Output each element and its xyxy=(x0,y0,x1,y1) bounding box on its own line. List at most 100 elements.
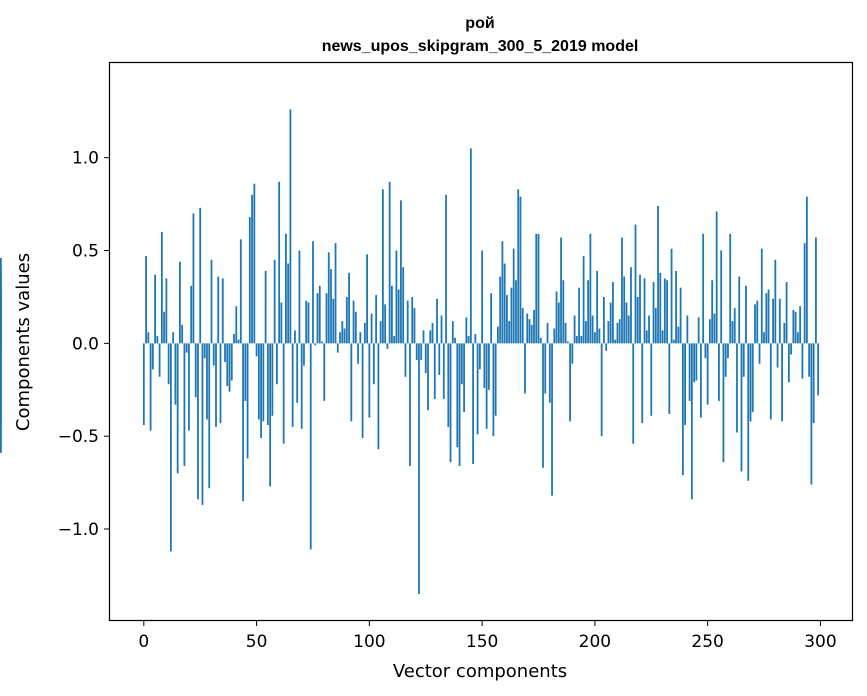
bar xyxy=(219,343,222,424)
bar xyxy=(763,332,765,344)
bar xyxy=(354,311,357,344)
bar xyxy=(185,343,188,353)
bar xyxy=(406,300,409,344)
bar xyxy=(711,280,714,344)
bar xyxy=(605,343,608,351)
bar xyxy=(325,293,328,344)
x-axis-label: Vector components xyxy=(393,661,567,682)
bar xyxy=(285,233,287,344)
bar xyxy=(776,343,779,368)
bar xyxy=(677,326,680,344)
bar xyxy=(767,289,770,344)
bar xyxy=(544,343,547,394)
bar xyxy=(242,343,244,502)
bar xyxy=(506,295,508,344)
bar xyxy=(203,343,206,359)
bar xyxy=(557,302,560,344)
bar xyxy=(548,343,551,403)
bar xyxy=(478,343,481,370)
bar xyxy=(693,343,696,383)
bar xyxy=(634,224,637,344)
bar xyxy=(528,319,531,344)
bar xyxy=(582,256,585,344)
bar xyxy=(740,343,743,472)
bar xyxy=(366,254,368,344)
bar xyxy=(560,237,562,344)
y-tick-label: −0.5 xyxy=(58,427,99,447)
bar xyxy=(167,343,170,385)
bar xyxy=(533,309,535,344)
bar xyxy=(535,233,538,344)
bar xyxy=(411,296,414,344)
bar xyxy=(282,343,285,444)
bar xyxy=(253,183,256,344)
bar xyxy=(445,194,447,344)
bar xyxy=(0,257,2,344)
bar xyxy=(298,250,301,344)
bar xyxy=(413,308,416,344)
bar xyxy=(472,343,474,465)
bar xyxy=(440,315,443,344)
bar xyxy=(670,248,673,344)
bar xyxy=(422,330,425,344)
bar xyxy=(492,343,495,437)
bar xyxy=(815,237,817,344)
bar xyxy=(679,287,682,344)
bar xyxy=(747,343,750,481)
bar xyxy=(449,343,452,463)
bar xyxy=(648,315,650,344)
bar xyxy=(774,259,777,344)
bar xyxy=(467,335,470,344)
bar xyxy=(145,256,147,344)
bar xyxy=(758,343,761,364)
bar xyxy=(501,241,504,344)
x-axis: 0 50 100 150 200 250 300 xyxy=(138,620,837,652)
bar xyxy=(792,309,795,344)
bar xyxy=(458,343,461,466)
bar xyxy=(699,343,702,418)
bar xyxy=(255,343,258,357)
bar xyxy=(271,343,274,416)
bar xyxy=(745,285,747,344)
bar xyxy=(357,343,359,364)
bar xyxy=(555,291,558,344)
bar xyxy=(228,343,231,392)
bar xyxy=(787,343,790,383)
x-tick-label: 0 xyxy=(138,632,149,652)
bar xyxy=(188,343,190,431)
bar xyxy=(733,308,736,344)
bar xyxy=(487,343,490,390)
bar xyxy=(636,296,639,344)
bar xyxy=(469,148,472,344)
bar xyxy=(695,343,698,381)
bar xyxy=(391,285,393,344)
bar xyxy=(221,278,224,344)
bar xyxy=(801,343,804,379)
bar xyxy=(794,311,797,344)
x-tick-label: 200 xyxy=(579,632,611,652)
bar xyxy=(424,343,427,374)
bar xyxy=(460,343,463,385)
y-tick-label: −1.0 xyxy=(58,520,99,540)
bar xyxy=(447,343,450,427)
bar xyxy=(381,189,384,344)
bar xyxy=(210,259,213,344)
bar xyxy=(643,278,646,344)
bar xyxy=(305,300,308,344)
bar xyxy=(431,322,434,344)
bar xyxy=(530,324,533,344)
y-tick-label: 0.0 xyxy=(72,334,99,354)
bar xyxy=(215,343,217,427)
bar xyxy=(603,296,605,344)
bar xyxy=(702,233,705,344)
bar xyxy=(587,280,590,344)
bar xyxy=(386,343,389,349)
bar xyxy=(264,270,267,344)
bar xyxy=(564,322,567,344)
y-axis: −1.0 −0.5 0.0 0.5 1.0 xyxy=(58,149,110,540)
bar xyxy=(244,343,247,401)
bar xyxy=(248,217,251,344)
bar xyxy=(659,272,662,344)
bar xyxy=(433,343,436,400)
x-tick-label: 150 xyxy=(466,632,498,652)
